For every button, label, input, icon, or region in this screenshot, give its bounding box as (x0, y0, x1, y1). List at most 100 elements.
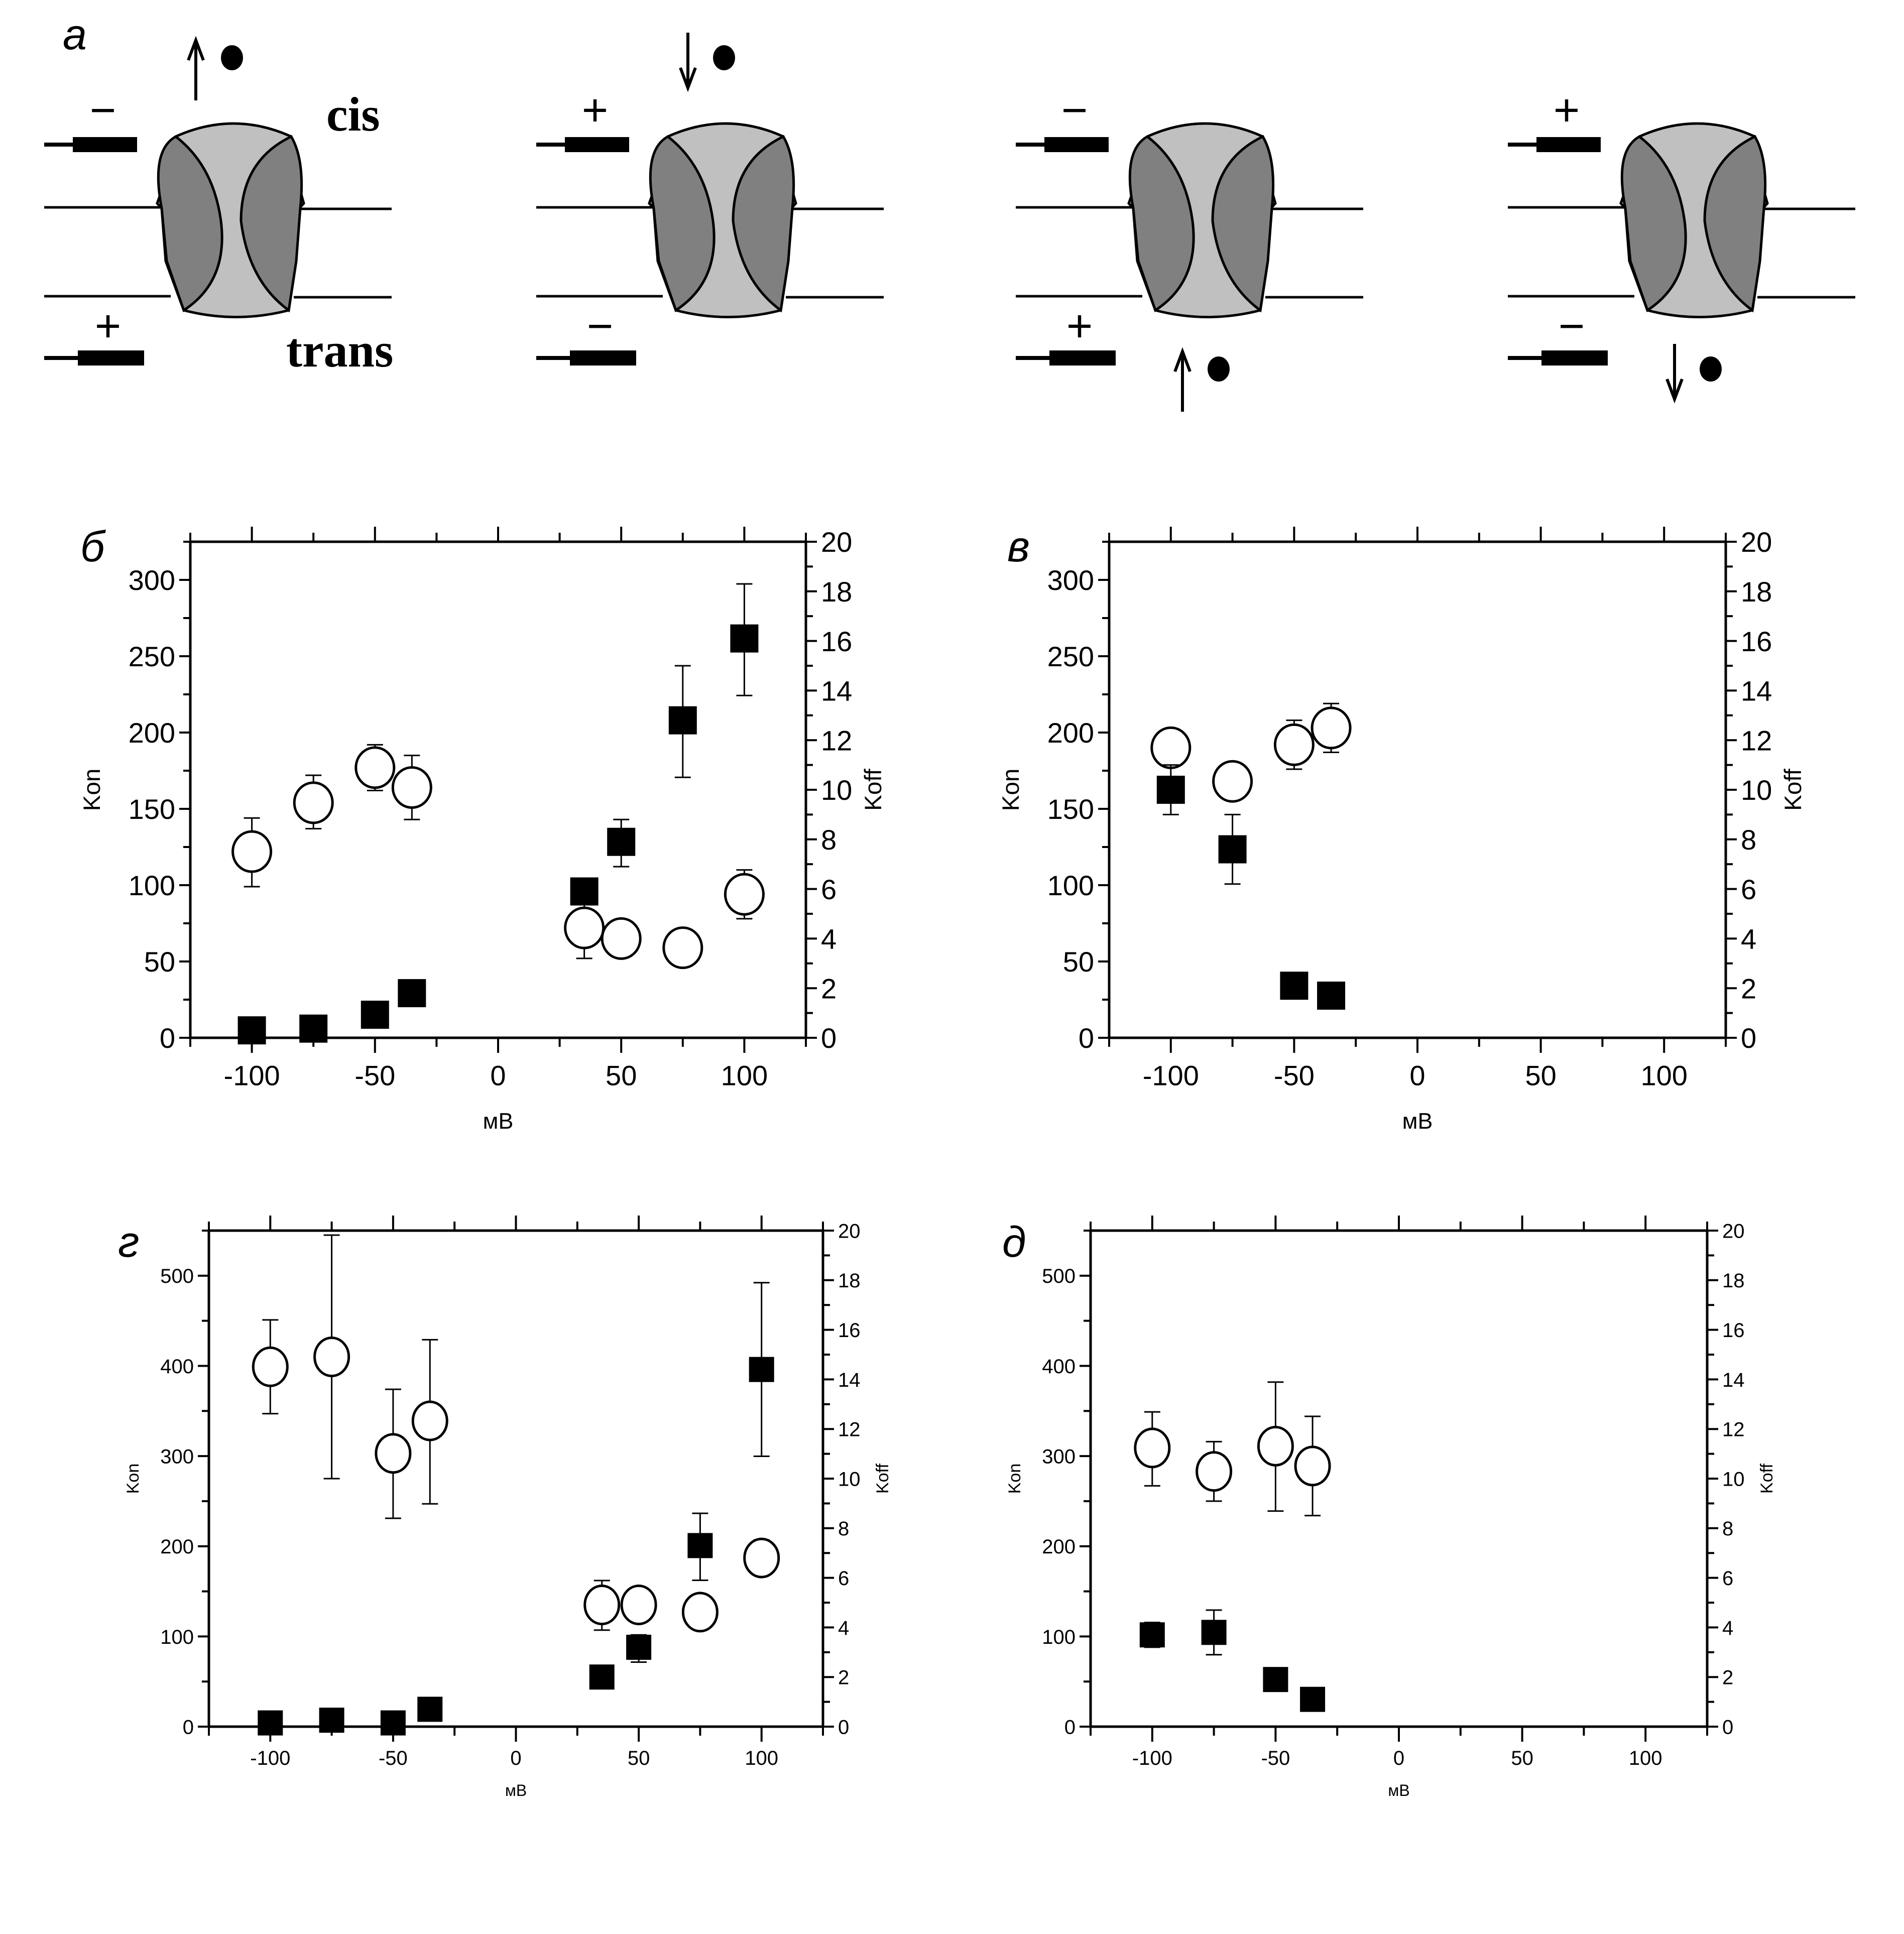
electrode-bottom (78, 350, 144, 366)
y-right-tick-label: 6 (821, 874, 837, 905)
koff-point (1218, 835, 1247, 864)
polarity-sign-top: − (90, 85, 116, 136)
chart-g: -100 -50 0 50 100 0 100 200 300 400 500 0 2 4 6 8 10 12 14… (124, 1216, 892, 1799)
y-left-tick-label: 200 (1047, 717, 1094, 749)
koff-point (380, 1710, 406, 1736)
y-left-tick-label: 500 (160, 1265, 194, 1287)
y-right-tick-label: 12 (1741, 724, 1772, 756)
y-right-tick-label: 4 (1741, 923, 1756, 955)
y-left-tick-label: 50 (144, 946, 175, 978)
y-right-tick-label: 18 (1722, 1270, 1745, 1292)
y-left-tick-label: 250 (129, 641, 175, 672)
koff-point (668, 706, 697, 735)
x-tick-label: -50 (1261, 1747, 1290, 1769)
electrode-top (73, 137, 137, 152)
x-axis-label: мВ (505, 1781, 527, 1799)
channel-subunit-right (1703, 135, 1767, 313)
y-right-tick-label: 0 (1722, 1716, 1733, 1738)
x-tick-label: 0 (1409, 1059, 1425, 1091)
electrode-top (1044, 137, 1109, 152)
y-right-tick-label: 10 (821, 774, 852, 806)
y-left-tick-label: 300 (160, 1445, 194, 1468)
kon-point (1257, 1425, 1294, 1467)
polarity-sign-bottom: − (1559, 301, 1585, 351)
chart-b: -100 -50 0 50 100 0 50 100 150 200 250 300 0 2 4 6 8 10 12… (79, 526, 887, 1134)
y-left-tick-label: 100 (160, 1626, 194, 1648)
ion-dot-icon (221, 45, 243, 70)
y-right-tick-label: 10 (838, 1468, 861, 1490)
x-tick-label: 100 (745, 1747, 778, 1769)
koff-point (1263, 1667, 1288, 1693)
kon-point (620, 1584, 657, 1625)
channel-subunit-right (1211, 135, 1275, 313)
y-right-tick-label: 10 (1741, 774, 1772, 806)
y-right-tick-label: 12 (821, 724, 852, 756)
x-tick-label: 0 (490, 1059, 506, 1091)
koff-point (1201, 1620, 1227, 1645)
x-axis-label: мВ (1388, 1781, 1409, 1799)
x-tick-label: 0 (510, 1747, 521, 1769)
koff-point (299, 1014, 328, 1043)
y-right-tick-label: 20 (821, 526, 852, 558)
y-right-tick-label: 8 (1741, 824, 1756, 856)
y-right-tick-label: 14 (1741, 675, 1772, 707)
y-right-tick-label: 2 (1722, 1667, 1733, 1689)
kon-point (231, 830, 273, 873)
y-right-tick-label: 6 (1741, 874, 1756, 905)
kon-point (293, 781, 334, 824)
kon-point (601, 917, 642, 960)
x-tick-label: -100 (224, 1059, 280, 1091)
ion-dot-icon (1208, 356, 1230, 382)
chart-panel-d: д -100 -50 0 50 100 0 100 200 300 400 500 0 2 4 6 8 10 12… (952, 1195, 1904, 1850)
y-left-tick-label: 400 (1042, 1356, 1076, 1378)
y-left-axis-label: Kon (1005, 1464, 1024, 1494)
kon-point (1311, 706, 1352, 750)
y-right-tick-label: 8 (1722, 1518, 1733, 1540)
x-tick-label: -50 (379, 1747, 408, 1769)
diagram-scenario: −+ (1016, 85, 1363, 412)
y-right-tick-label: 16 (1722, 1319, 1745, 1342)
koff-point (1300, 1686, 1326, 1712)
arrow-up-icon (1173, 347, 1192, 373)
ion-dot-icon (1700, 356, 1722, 382)
kon-point (391, 766, 432, 809)
panel-label-g: г (118, 1218, 140, 1266)
diagram-scenario: +− (1508, 85, 1855, 404)
y-left-tick-label: 500 (1042, 1265, 1076, 1287)
chart-v: -100 -50 0 50 100 0 50 100 150 200 250 300 0 2 4 6 8 10 12… (998, 526, 1807, 1134)
kon-point (252, 1346, 289, 1387)
cis-label: cis (326, 87, 380, 141)
y-right-tick-label: 14 (821, 675, 852, 707)
y-right-tick-label: 6 (1722, 1567, 1733, 1590)
kon-point (743, 1537, 780, 1579)
y-left-tick-label: 300 (1047, 564, 1094, 596)
y-right-tick-label: 4 (821, 923, 837, 955)
kon-point (1196, 1451, 1233, 1492)
electrode-bottom (570, 350, 636, 366)
channel-subunit-right (732, 135, 795, 313)
y-right-tick-label: 16 (838, 1319, 861, 1342)
y-right-tick-label: 14 (838, 1369, 861, 1391)
y-right-tick-label: 0 (838, 1716, 849, 1738)
y-left-tick-label: 300 (1042, 1445, 1076, 1468)
kon-point (1150, 726, 1192, 769)
polarity-sign-top: + (582, 85, 609, 136)
polarity-sign-bottom: − (587, 301, 614, 351)
koff-point (626, 1634, 652, 1660)
arrow-up-icon (187, 36, 205, 61)
y-right-tick-label: 14 (1722, 1369, 1745, 1391)
y-right-tick-label: 2 (838, 1667, 849, 1689)
arrow-down-icon (679, 67, 697, 92)
y-left-tick-label: 100 (1047, 870, 1094, 901)
koff-point (687, 1533, 713, 1558)
y-right-tick-label: 6 (838, 1567, 849, 1590)
koff-point (258, 1710, 283, 1736)
y-right-tick-label: 2 (1741, 973, 1756, 1004)
x-tick-label: 100 (1640, 1059, 1687, 1091)
y-left-tick-label: 100 (129, 870, 175, 901)
y-left-tick-label: 400 (160, 1356, 194, 1378)
y-left-tick-label: 0 (1064, 1716, 1076, 1738)
polarity-sign-top: − (1061, 85, 1088, 136)
y-right-tick-label: 20 (838, 1220, 861, 1242)
x-tick-label: -50 (1274, 1059, 1315, 1091)
